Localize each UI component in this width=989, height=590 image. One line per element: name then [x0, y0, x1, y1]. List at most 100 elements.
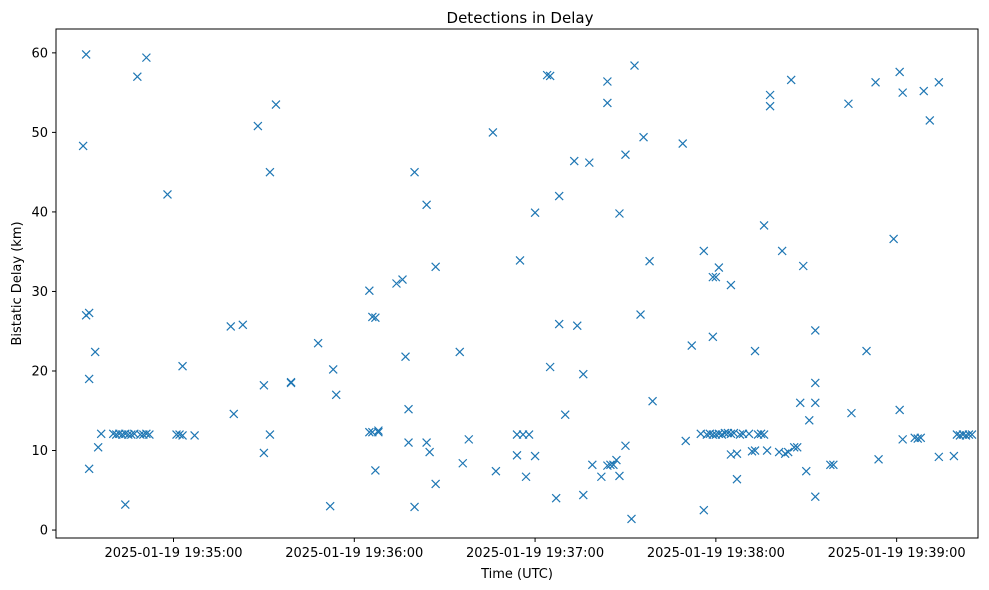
- data-point-76: [530, 208, 540, 218]
- data-point-24: [163, 190, 172, 199]
- data-point-151: [792, 442, 802, 452]
- data-point-110: [687, 341, 697, 350]
- data-point-55: [401, 352, 410, 362]
- chart-title: Detections in Delay: [447, 9, 594, 27]
- data-point-54: [398, 275, 407, 284]
- data-point-82: [554, 319, 564, 329]
- data-point-58: [410, 167, 419, 177]
- data-point-59: [410, 502, 419, 512]
- data-point-46: [364, 427, 374, 437]
- data-point-106: [645, 256, 654, 266]
- data-point-153: [798, 261, 808, 271]
- y-tick-label-2: 20: [31, 364, 48, 379]
- data-point-52: [373, 426, 383, 436]
- data-point-72: [515, 256, 525, 265]
- data-point-148: [783, 447, 793, 457]
- data-point-63: [431, 479, 441, 489]
- data-point-77: [530, 451, 540, 461]
- data-point-53: [392, 279, 401, 288]
- data-point-42: [325, 501, 335, 511]
- data-point-166: [874, 454, 883, 464]
- data-point-155: [804, 415, 814, 425]
- x-tick-label-3: 2025-01-19 19:38:00: [647, 546, 785, 561]
- data-point-156: [810, 325, 820, 335]
- data-point-4: [84, 374, 94, 384]
- data-point-136: [750, 346, 760, 356]
- data-point-168: [895, 67, 905, 77]
- data-point-139: [756, 429, 766, 439]
- data-point-89: [584, 158, 594, 168]
- data-point-23: [144, 430, 154, 440]
- data-point-6: [90, 347, 100, 357]
- data-point-143: [765, 101, 775, 111]
- data-point-103: [630, 61, 639, 71]
- data-point-162: [844, 99, 853, 109]
- data-point-61: [422, 438, 432, 447]
- data-point-128: [726, 429, 736, 439]
- data-point-88: [578, 369, 588, 379]
- data-point-97: [612, 455, 621, 465]
- data-point-175: [919, 86, 929, 96]
- data-point-34: [259, 380, 269, 390]
- x-tick-label-2: 2025-01-19 19:37:00: [466, 546, 604, 561]
- data-point-142: [762, 446, 772, 455]
- data-point-185: [967, 430, 977, 440]
- data-point-69: [491, 466, 501, 476]
- data-point-164: [862, 346, 871, 356]
- data-point-64: [431, 262, 441, 272]
- data-point-144: [765, 90, 775, 100]
- x-axis-ticks: 2025-01-19 19:35:00 2025-01-19 19:36:00 20…: [104, 538, 966, 561]
- data-point-87: [578, 490, 588, 500]
- y-axis-ticks: 0 10 20 30 40 50 60: [31, 46, 56, 539]
- data-point-134: [744, 429, 754, 439]
- y-tick-label-1: 10: [31, 444, 48, 459]
- data-point-22: [141, 429, 151, 439]
- data-point-3: [84, 308, 94, 318]
- data-point-26: [175, 430, 184, 440]
- data-point-50: [370, 465, 380, 475]
- data-point-51: [373, 427, 383, 437]
- data-point-75: [524, 430, 534, 440]
- data-point-131: [732, 449, 742, 459]
- data-point-129: [729, 428, 739, 438]
- data-point-30: [226, 322, 236, 331]
- data-point-83: [554, 191, 564, 201]
- x-tick-label-0: 2025-01-19 19:35:00: [104, 546, 242, 561]
- data-point-165: [871, 77, 880, 87]
- data-point-116: [708, 272, 718, 282]
- data-point-102: [627, 514, 636, 524]
- data-point-79: [545, 71, 555, 81]
- data-point-48: [367, 312, 377, 322]
- data-point-38: [271, 100, 281, 109]
- x-tick-label-1: 2025-01-19 19:36:00: [285, 546, 423, 561]
- data-point-74: [521, 472, 531, 482]
- data-point-85: [569, 156, 579, 166]
- y-tick-label-5: 50: [31, 126, 48, 141]
- data-point-171: [898, 434, 908, 444]
- data-point-105: [639, 132, 648, 142]
- data-point-33: [253, 121, 263, 131]
- data-point-141: [759, 430, 769, 440]
- y-axis-label: Bistatic Delay (km): [10, 221, 25, 345]
- data-point-93: [602, 77, 612, 86]
- data-point-119: [711, 272, 721, 282]
- data-point-121: [714, 263, 724, 273]
- data-point-91: [596, 472, 606, 482]
- data-point-16: [126, 430, 136, 440]
- data-point-174: [916, 433, 926, 443]
- data-point-84: [560, 410, 570, 420]
- plot-frame: [55, 28, 979, 539]
- data-point-99: [615, 471, 624, 481]
- data-point-169: [895, 405, 905, 415]
- data-point-65: [455, 347, 465, 357]
- data-point-43: [328, 364, 338, 374]
- data-point-81: [551, 493, 561, 503]
- data-point-8: [96, 429, 106, 439]
- data-point-170: [898, 88, 908, 98]
- data-point-135: [747, 446, 757, 456]
- data-point-5: [84, 464, 94, 474]
- data-point-92: [602, 98, 612, 108]
- data-point-41: [313, 338, 323, 348]
